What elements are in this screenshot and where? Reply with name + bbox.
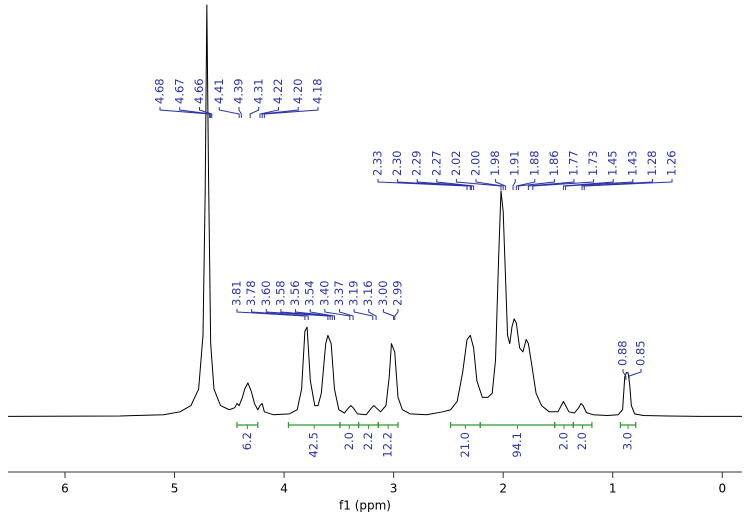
peak-marker (179, 107, 212, 118)
peak-label: 1.73 (586, 150, 600, 176)
peak-marker (512, 179, 516, 190)
integral-label: 42.5 (307, 432, 321, 458)
peak-label: 0.88 (616, 340, 630, 366)
peak-marker (324, 309, 351, 320)
peak-label: 3.60 (259, 280, 273, 306)
integral-label: 94.1 (510, 432, 524, 458)
peak-label: 3.56 (288, 280, 302, 306)
integral-label: 2.0 (575, 432, 589, 450)
peak-label: 2.29 (410, 150, 424, 176)
peak-label: 3.00 (376, 280, 390, 306)
peak-marker (515, 179, 536, 190)
peak-marker (309, 309, 335, 320)
peak-label: 3.81 (230, 280, 244, 306)
peak-label: 3.54 (303, 280, 317, 306)
peak-label: 4.68 (153, 78, 167, 104)
peak-label: 1.45 (606, 150, 620, 176)
peak-label: 4.66 (192, 78, 206, 104)
peak-label: 1.43 (625, 150, 639, 176)
peak-label: 2.99 (391, 280, 405, 306)
peak-marker (532, 179, 595, 190)
peak-marker (199, 107, 213, 118)
peak-marker (562, 179, 614, 190)
peak-label: 4.39 (232, 78, 246, 104)
peak-label: 1.77 (567, 150, 581, 176)
peak-label: 0.85 (634, 340, 648, 366)
peak-marker (565, 179, 634, 190)
peak-label: 3.16 (361, 280, 375, 306)
integral-label: 12.2 (381, 432, 395, 458)
x-axis-label: f1 (ppm) (339, 499, 391, 513)
integral-label: 21.0 (458, 432, 472, 458)
peak-marker (622, 369, 627, 380)
peak-marker (159, 107, 211, 118)
integral-label: 6.2 (240, 432, 254, 450)
peak-label: 2.02 (449, 150, 463, 176)
peak-marker (382, 309, 395, 320)
peak-label: 3.58 (273, 280, 287, 306)
peak-marker (397, 179, 471, 190)
peak-label: 3.19 (347, 280, 361, 306)
peak-label: 2.33 (371, 150, 385, 176)
peak-marker (495, 179, 506, 190)
peak-marker (236, 309, 306, 320)
peak-marker (280, 309, 331, 320)
peak-marker (377, 179, 468, 190)
peak-label: 1.26 (665, 150, 679, 176)
peak-marker (261, 107, 299, 118)
peak-label: 3.78 (244, 280, 258, 306)
peak-marker (295, 309, 333, 320)
peak-label: 4.67 (172, 78, 186, 104)
peak-marker (394, 309, 399, 320)
peak-marker (583, 179, 673, 190)
peak-marker (251, 309, 309, 320)
peak-marker (263, 107, 319, 118)
peak-label: 1.98 (488, 150, 502, 176)
peak-marker (368, 309, 377, 320)
peak-label: 2.00 (469, 150, 483, 176)
peak-marker (436, 179, 475, 190)
integral-label: 2.2 (361, 432, 375, 450)
x-tick-label: 0 (718, 482, 726, 496)
peak-marker (218, 107, 240, 118)
peak-marker (338, 309, 354, 320)
peak-marker (527, 179, 575, 190)
peak-marker (475, 179, 504, 190)
peak-marker (353, 309, 374, 320)
integral-label: 2.0 (342, 432, 356, 450)
peak-marker (628, 369, 642, 380)
x-tick-label: 2 (499, 482, 507, 496)
peak-label: 4.31 (251, 78, 265, 104)
x-tick-label: 4 (280, 482, 288, 496)
spectrum-line (7, 4, 742, 417)
x-tick-label: 5 (171, 482, 179, 496)
peak-label: 3.37 (332, 280, 346, 306)
peak-marker (238, 107, 242, 118)
x-tick-label: 3 (390, 482, 398, 496)
integral-label: 2.0 (556, 432, 570, 450)
peak-marker (249, 107, 260, 118)
peak-marker (416, 179, 472, 190)
peak-label: 1.88 (527, 150, 541, 176)
peak-label: 3.40 (317, 280, 331, 306)
integral-label: 3.0 (621, 432, 635, 450)
peak-label: 4.22 (271, 78, 285, 104)
x-tick-label: 1 (609, 482, 617, 496)
peak-label: 4.41 (212, 78, 226, 104)
peak-label: 2.30 (390, 150, 404, 176)
peak-label: 1.28 (645, 150, 659, 176)
peak-label: 1.86 (547, 150, 561, 176)
peak-marker (518, 179, 555, 190)
x-tick-label: 6 (61, 482, 69, 496)
peak-label: 4.18 (311, 78, 325, 104)
peak-label: 1.91 (508, 150, 522, 176)
peak-marker (259, 107, 279, 118)
peak-label: 4.20 (291, 78, 305, 104)
peak-marker (455, 179, 502, 190)
peak-label: 2.27 (429, 150, 443, 176)
peak-marker (265, 309, 329, 320)
